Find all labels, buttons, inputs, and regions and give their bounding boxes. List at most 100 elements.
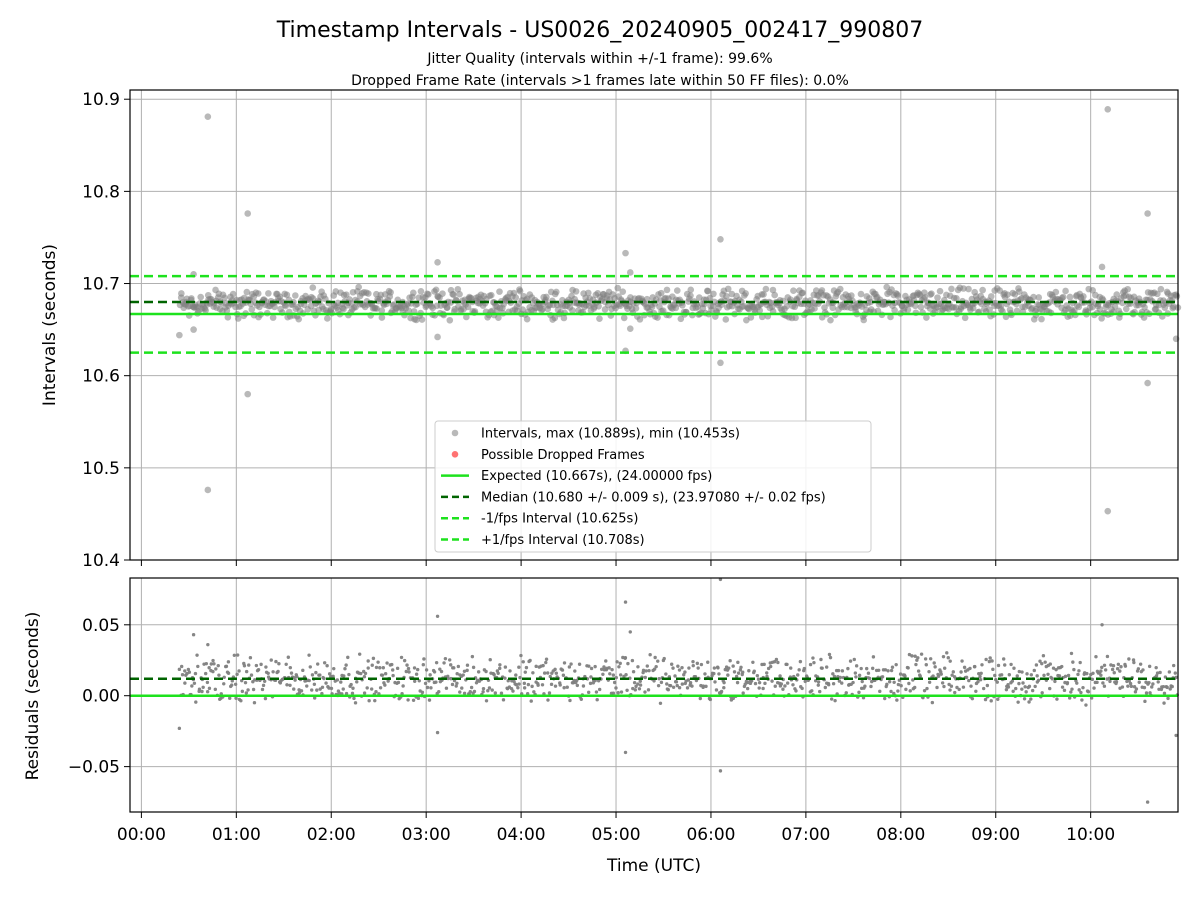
interval-point [1054,667,1058,672]
interval-point [836,668,841,673]
interval-point [612,680,617,685]
interval-point [399,655,404,660]
interval-point [731,664,735,668]
interval-point [1055,697,1059,701]
outlier-point [1104,507,1112,515]
x-tick-label: 01:00 [212,825,261,845]
interval-point [542,671,547,675]
interval-point [892,680,896,684]
interval-point [947,682,951,687]
interval-point [616,691,620,695]
y-tick-label: 10.7 [82,275,120,295]
interval-point [512,294,520,301]
interval-point [282,302,289,310]
interval-point [674,680,679,684]
interval-point [396,680,401,685]
interval-point [461,673,465,677]
interval-point [496,671,500,675]
interval-point [307,653,311,657]
interval-point [444,686,449,690]
interval-point [987,659,992,664]
interval-point [366,666,370,670]
interval-point [413,679,417,683]
outlier-point [191,633,196,637]
interval-point [235,653,240,657]
interval-point [561,673,566,677]
interval-point [727,666,731,670]
interval-point [1024,690,1028,694]
interval-point [405,663,409,667]
interval-point [827,652,832,657]
interval-point [785,681,790,685]
interval-point [496,288,503,295]
axes-frame [129,577,1179,813]
interval-point [449,676,453,681]
outlier-point [623,600,628,604]
interval-point [192,681,197,685]
interval-point [327,672,332,676]
interval-point [553,684,558,688]
interval-point [974,689,978,693]
interval-point [295,315,302,323]
interval-point [1141,304,1148,311]
interval-point [691,659,695,664]
interval-point [589,666,594,671]
interval-point [811,656,815,660]
interval-point [1132,660,1136,665]
outlier-point [718,769,723,773]
interval-point [1147,664,1152,669]
interval-point [857,673,862,678]
interval-point [664,672,668,676]
interval-point [853,671,858,675]
interval-point [1113,291,1121,298]
interval-point [540,683,545,687]
interval-point [808,662,813,667]
interval-point [558,683,562,687]
interval-point [1131,658,1136,662]
interval-point [828,655,833,660]
interval-point [217,673,221,677]
interval-point [647,668,651,673]
legend-label: Expected (10.667s), (24.00000 fps) [481,469,712,484]
interval-point [1066,293,1074,301]
interval-point [387,289,394,296]
interval-point [878,689,882,694]
interval-point [880,675,885,679]
interval-point [601,672,605,676]
interval-point [790,287,797,294]
interval-point [798,659,803,664]
interval-point [928,657,933,661]
interval-point [588,681,593,686]
interval-point [357,652,362,656]
interval-point [860,679,864,684]
interval-point [925,686,929,691]
interval-point [889,668,894,673]
interval-point [857,290,865,298]
interval-point [1062,287,1069,295]
interval-point [704,287,712,295]
interval-point [1173,292,1181,300]
interval-point [677,315,685,323]
interval-point [761,686,765,691]
interval-point [341,687,345,691]
interval-point [548,674,552,679]
interval-point [299,689,304,693]
interval-point [792,314,799,322]
y-tick-label: 0.00 [82,687,120,707]
interval-point [993,673,997,678]
interval-point [867,298,874,306]
interval-point [1060,664,1064,669]
interval-point [350,691,355,695]
interval-point [848,659,853,663]
interval-point [1109,663,1113,667]
x-axis-label: Time (UTC) [606,856,701,876]
interval-point [484,669,488,674]
interval-point [407,670,411,674]
chart-title: Timestamp Intervals - US0026_20240905_00… [276,18,923,43]
interval-point [1050,677,1054,681]
interval-point [913,654,917,658]
interval-point [1089,287,1096,294]
interval-point [194,700,198,704]
interval-point [1057,674,1062,678]
interval-point [716,666,720,670]
